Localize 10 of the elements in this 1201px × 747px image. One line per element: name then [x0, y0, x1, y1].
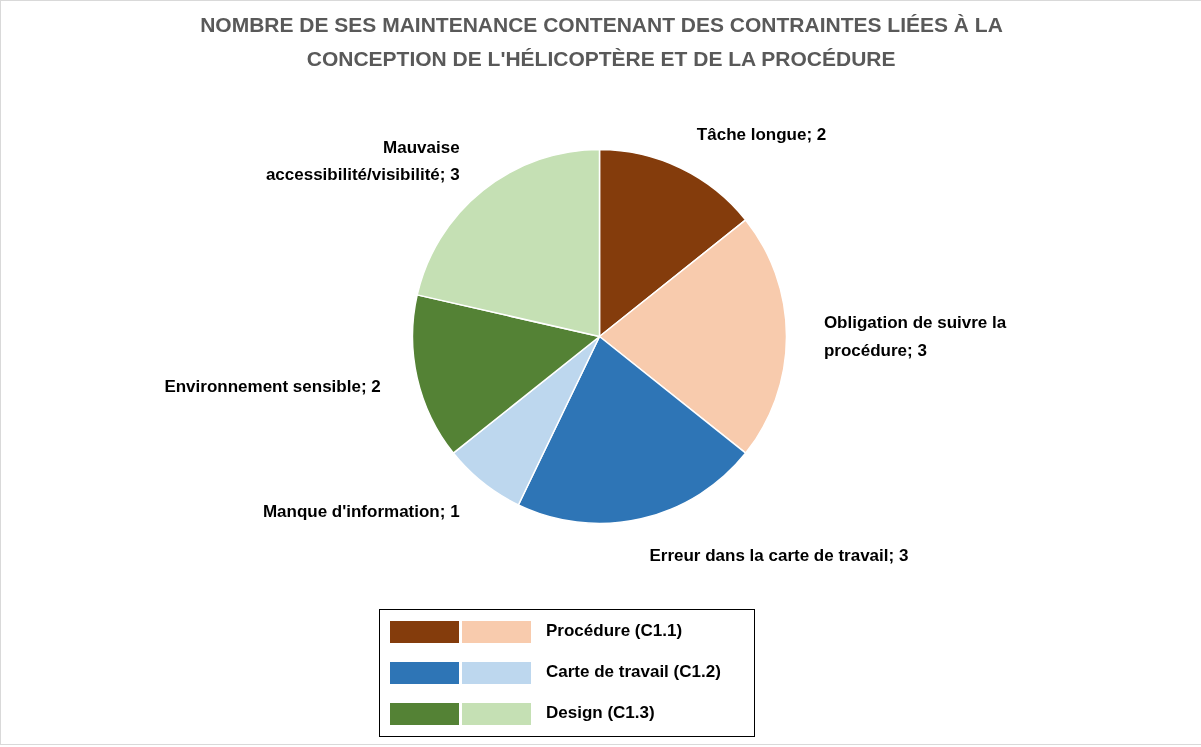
slice-label: Mauvaise accessibilité/visibilité; 3	[265, 137, 460, 185]
chart-title: NOMBRE DE SES MAINTENANCE CONTENANT DES CONTRAINTES LIÉES À LA CONCEPTION DE L'HÉLICOPTÈRE ET DE LA PROCÉDURE	[200, 13, 1003, 70]
text: Procédure (C1.1)	[546, 620, 683, 643]
slice-label: Tâche longue; 2	[696, 124, 827, 144]
text: Design (C1.3)	[546, 702, 655, 725]
slice-label: Obligation de suivre la procédure; 3	[823, 313, 1007, 360]
slice-label: Manque d'information; 1	[262, 502, 460, 522]
slice-label: Erreur dans la carte de travail; 3	[649, 545, 909, 565]
slice-label: Environnement sensible; 2	[164, 376, 381, 396]
text: Carte de travail (C1.2)	[546, 661, 721, 684]
